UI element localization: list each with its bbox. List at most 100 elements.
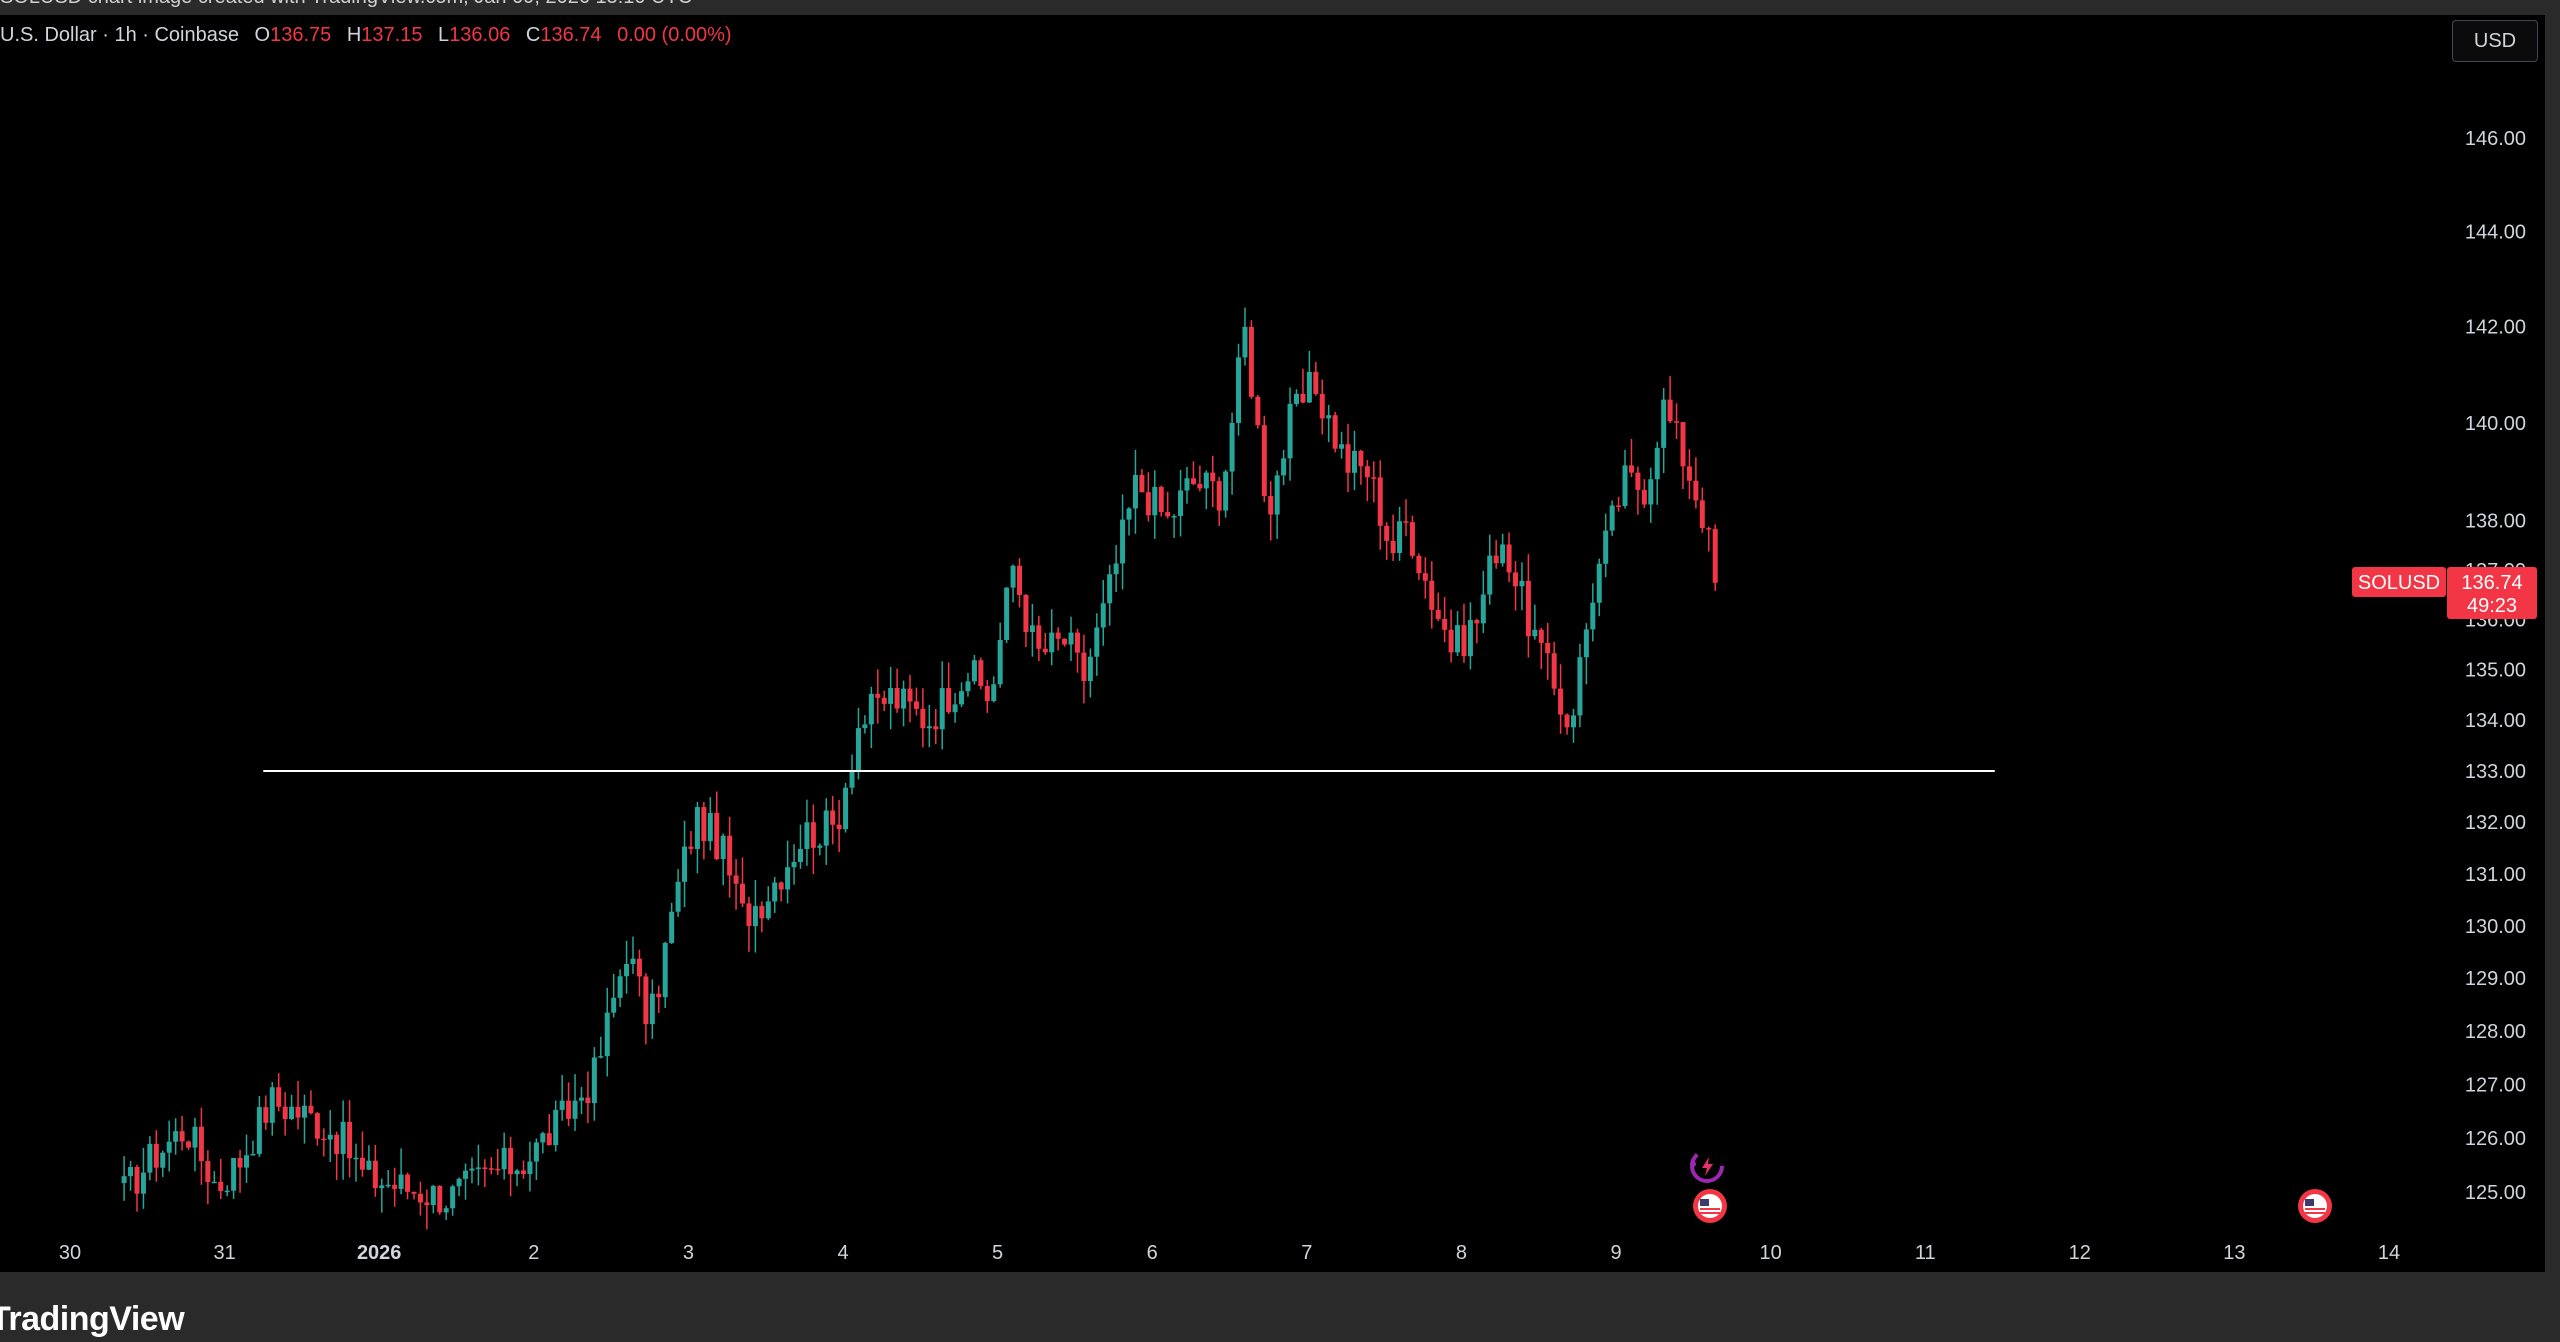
candle-body[interactable]: [1068, 632, 1074, 645]
candle-body[interactable]: [1558, 688, 1564, 715]
candle-body[interactable]: [308, 1105, 314, 1114]
candle-body[interactable]: [1100, 603, 1106, 628]
candle-body[interactable]: [752, 906, 758, 927]
candle-body[interactable]: [1184, 478, 1190, 491]
candle-body[interactable]: [456, 1178, 462, 1187]
candle-body[interactable]: [1010, 565, 1016, 588]
candle-body[interactable]: [340, 1121, 346, 1154]
candle-body[interactable]: [1036, 625, 1042, 649]
candle-body[interactable]: [1712, 529, 1718, 583]
candle-body[interactable]: [591, 1057, 597, 1104]
candle-body[interactable]: [830, 810, 836, 825]
candle-body[interactable]: [604, 1012, 610, 1057]
candle-body[interactable]: [1661, 399, 1667, 448]
candle-body[interactable]: [250, 1153, 256, 1156]
candle-body[interactable]: [572, 1100, 578, 1119]
time-axis[interactable]: 30 31 2026 2 3 4 5 6 7 8 9 10 11 12 13 14: [59, 1242, 2400, 1264]
candle-body[interactable]: [508, 1147, 514, 1175]
candle-body[interactable]: [611, 997, 617, 1013]
candle-body[interactable]: [295, 1106, 301, 1118]
candle-body[interactable]: [1023, 594, 1029, 633]
candle-body[interactable]: [1448, 629, 1454, 653]
candle-body[interactable]: [1577, 657, 1583, 716]
candle-body[interactable]: [939, 688, 945, 730]
candle-body[interactable]: [424, 1202, 430, 1206]
candle-body[interactable]: [411, 1191, 417, 1194]
candle-body[interactable]: [1699, 500, 1705, 529]
candle-body[interactable]: [694, 807, 700, 849]
candle-body[interactable]: [1281, 458, 1287, 476]
candle-body[interactable]: [772, 882, 778, 902]
candle-body[interactable]: [1197, 484, 1203, 489]
candle-body[interactable]: [1049, 632, 1055, 653]
candle-body[interactable]: [527, 1161, 533, 1175]
candle-body[interactable]: [843, 787, 849, 830]
candle-body[interactable]: [913, 701, 919, 709]
candle-body[interactable]: [1500, 544, 1506, 564]
us-flag-icon[interactable]: [2298, 1189, 2332, 1223]
candle-body[interactable]: [1628, 465, 1634, 473]
candle-body[interactable]: [121, 1176, 127, 1183]
candle-body[interactable]: [334, 1134, 340, 1154]
candle-body[interactable]: [192, 1126, 198, 1148]
candle-body[interactable]: [514, 1170, 520, 1175]
candle-body[interactable]: [1706, 528, 1712, 530]
candle-body[interactable]: [475, 1167, 481, 1169]
candle-body[interactable]: [289, 1106, 295, 1120]
candle-body[interactable]: [205, 1161, 211, 1183]
candle-body[interactable]: [946, 688, 952, 713]
candle-body[interactable]: [1603, 530, 1609, 564]
candle-body[interactable]: [1107, 574, 1113, 604]
candle-body[interactable]: [1345, 444, 1351, 473]
candle-body[interactable]: [933, 726, 939, 730]
candle-body[interactable]: [1467, 620, 1473, 657]
candle-body[interactable]: [1693, 480, 1699, 501]
candle-body[interactable]: [366, 1160, 372, 1170]
candle-body[interactable]: [1326, 415, 1332, 419]
candle-body[interactable]: [733, 875, 739, 884]
candle-body[interactable]: [624, 964, 630, 977]
candle-body[interactable]: [540, 1133, 546, 1143]
candle-body[interactable]: [1293, 393, 1299, 404]
candle-body[interactable]: [1203, 472, 1209, 489]
candle-body[interactable]: [707, 812, 713, 842]
candle-body[interactable]: [643, 976, 649, 1025]
candle-body[interactable]: [1113, 563, 1119, 575]
candle-body[interactable]: [656, 993, 662, 998]
candle-body[interactable]: [984, 686, 990, 702]
candle-body[interactable]: [1667, 399, 1673, 422]
candle-body[interactable]: [1487, 555, 1493, 595]
candle-body[interactable]: [211, 1181, 217, 1184]
candle-body[interactable]: [231, 1157, 237, 1191]
candle-body[interactable]: [862, 724, 868, 729]
candle-body[interactable]: [533, 1142, 539, 1162]
candle-body[interactable]: [1648, 479, 1654, 505]
candle-body[interactable]: [1583, 629, 1589, 658]
candle-body[interactable]: [662, 942, 668, 998]
candle-body[interactable]: [836, 824, 842, 830]
candle-body[interactable]: [701, 807, 707, 842]
candle-body[interactable]: [1004, 587, 1010, 640]
candle-body[interactable]: [1461, 625, 1467, 657]
candle-body[interactable]: [1422, 573, 1428, 581]
candle-body[interactable]: [907, 688, 913, 702]
candle-body[interactable]: [256, 1107, 262, 1154]
candle-body[interactable]: [817, 845, 823, 848]
candle-body[interactable]: [1139, 474, 1145, 493]
candle-body[interactable]: [1132, 474, 1138, 509]
candle-body[interactable]: [1287, 403, 1293, 459]
candle-body[interactable]: [1255, 396, 1261, 426]
candle-body[interactable]: [765, 901, 771, 919]
candle-body[interactable]: [1319, 393, 1325, 419]
candle-body[interactable]: [392, 1184, 398, 1189]
candle-body[interactable]: [1506, 544, 1512, 573]
candle-body[interactable]: [991, 684, 997, 702]
candle-body[interactable]: [237, 1157, 243, 1168]
candle-body[interactable]: [1545, 642, 1551, 654]
candle-body[interactable]: [1332, 415, 1338, 449]
candle-body[interactable]: [1551, 653, 1557, 689]
candle-body[interactable]: [359, 1157, 365, 1170]
candle-body[interactable]: [1223, 471, 1229, 511]
candle-body[interactable]: [1178, 490, 1184, 517]
candle-body[interactable]: [1029, 625, 1035, 633]
